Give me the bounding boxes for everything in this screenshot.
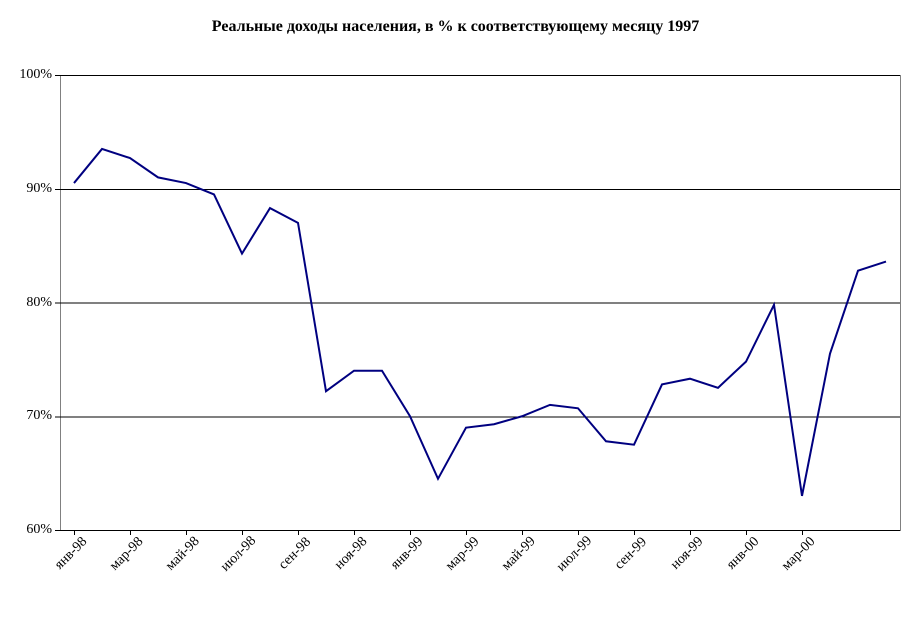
chart-title: Реальные доходы населения, в % к соответ…	[0, 18, 911, 36]
y-axis-label: 70%	[10, 408, 52, 424]
y-axis-label: 100%	[10, 67, 52, 83]
chart-container: Реальные доходы населения, в % к соответ…	[0, 0, 911, 623]
chart-svg	[54, 75, 902, 542]
y-axis-label: 60%	[10, 522, 52, 538]
y-axis-label: 90%	[10, 181, 52, 197]
y-axis-label: 80%	[10, 295, 52, 311]
